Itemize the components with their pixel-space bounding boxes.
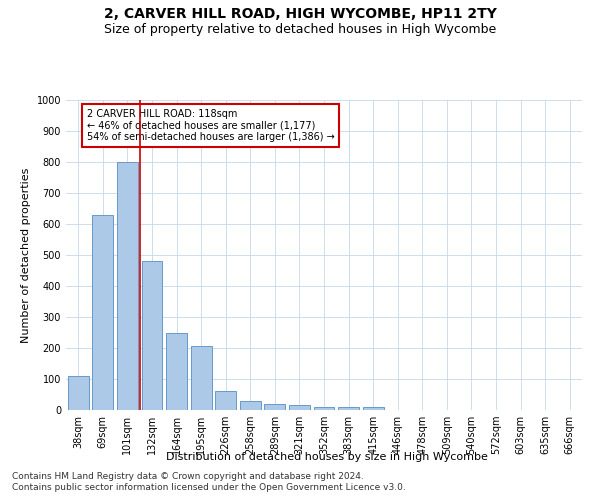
Bar (338, 407, 359, 410)
Text: Contains HM Land Registry data © Crown copyright and database right 2024.: Contains HM Land Registry data © Crown c… (12, 472, 364, 481)
Y-axis label: Number of detached properties: Number of detached properties (21, 168, 31, 342)
Bar (215, 392, 236, 410)
Bar (191, 346, 212, 410)
Text: 2 CARVER HILL ROAD: 118sqm
← 46% of detached houses are smaller (1,177)
54% of s: 2 CARVER HILL ROAD: 118sqm ← 46% of deta… (86, 110, 334, 142)
Bar (117, 162, 138, 410)
Bar (92, 214, 113, 410)
Bar (265, 404, 286, 410)
Text: Contains public sector information licensed under the Open Government Licence v3: Contains public sector information licen… (12, 484, 406, 492)
Bar (362, 407, 383, 410)
Bar (68, 376, 89, 410)
Bar (289, 406, 310, 410)
Bar (166, 332, 187, 410)
Bar (142, 261, 163, 410)
Bar (314, 407, 334, 410)
Text: Distribution of detached houses by size in High Wycombe: Distribution of detached houses by size … (166, 452, 488, 462)
Bar (240, 402, 261, 410)
Text: 2, CARVER HILL ROAD, HIGH WYCOMBE, HP11 2TY: 2, CARVER HILL ROAD, HIGH WYCOMBE, HP11 … (104, 8, 496, 22)
Text: Size of property relative to detached houses in High Wycombe: Size of property relative to detached ho… (104, 22, 496, 36)
